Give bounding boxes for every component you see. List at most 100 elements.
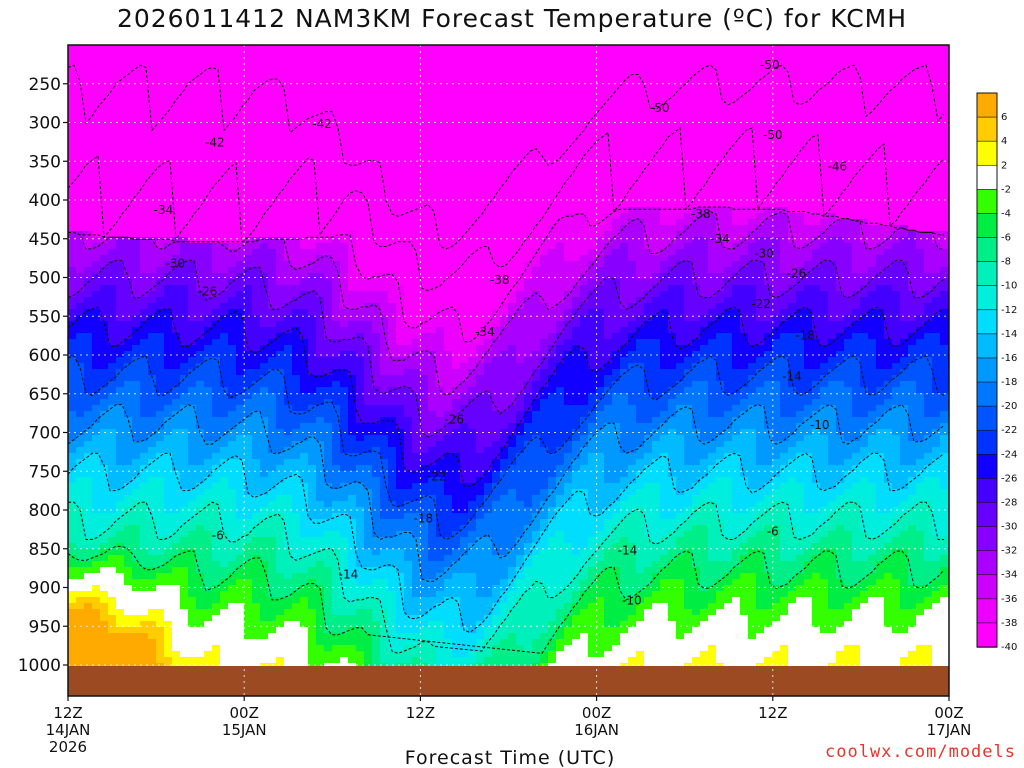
contour-label: -38 — [691, 207, 711, 221]
y-tick-label: 250 — [29, 75, 61, 95]
contour-label: -22 — [751, 297, 771, 311]
colorbar-label: -40 — [1001, 642, 1017, 653]
contour-label: -30 — [165, 257, 185, 271]
chart-title: 2026011412 NAM3KM Forecast Temperature (… — [116, 4, 908, 33]
contour-label: -26 — [786, 267, 806, 281]
x-tick-label: 15JAN — [222, 721, 267, 739]
y-tick-label: 800 — [29, 501, 61, 521]
plot-frame — [67, 44, 950, 697]
contour-label: -42 — [205, 136, 225, 150]
colorbar-swatch — [976, 116, 998, 142]
contour-label: -6 — [212, 529, 224, 543]
y-tick-label: 600 — [29, 346, 61, 366]
contour-label: -26 — [198, 284, 218, 298]
contour-label: -22 — [427, 470, 447, 484]
x-axis-label: Forecast Time (UTC) — [405, 747, 615, 768]
pressure-axis: 250 300 350 400 450 500 550 600 650 700 750 800 850 9… — [18, 75, 68, 676]
y-tick-label: 450 — [29, 230, 61, 250]
colorbar-label: -12 — [1001, 305, 1017, 316]
y-tick-label: 300 — [29, 114, 61, 134]
x-tick-label: 12Z — [758, 704, 787, 722]
colorbar-swatch — [976, 237, 998, 263]
colorbar-label: 6 — [1001, 112, 1007, 123]
colorbar-label: -34 — [1001, 570, 1017, 581]
colorbar-swatch — [976, 261, 998, 287]
y-tick-label: 750 — [29, 462, 61, 482]
contour-label: -10 — [810, 418, 830, 432]
x-tick-label: 2026 — [49, 738, 87, 756]
colorbar-swatch — [976, 381, 998, 407]
colorbar-label: -20 — [1001, 401, 1017, 412]
colorbar-swatch — [976, 164, 998, 191]
colorbar-swatch — [976, 189, 998, 215]
colorbar-label: -36 — [1001, 594, 1017, 605]
colorbar-swatch — [976, 502, 998, 528]
x-tick-label: 00Z — [230, 704, 259, 722]
colorbar-label: -8 — [1001, 257, 1011, 268]
y-tick-label: 850 — [29, 540, 61, 560]
colorbar-label: -22 — [1001, 425, 1017, 436]
colorbar-label: -10 — [1001, 281, 1017, 292]
y-tick-label: 550 — [29, 307, 61, 327]
contour-label: -42 — [312, 117, 332, 131]
contour-label: -34 — [475, 325, 495, 339]
y-tick-label: 700 — [29, 424, 61, 444]
colorbar-swatch — [976, 429, 998, 456]
colorbar-label: -26 — [1001, 473, 1017, 484]
contour-label: -34 — [710, 232, 730, 246]
y-tick-label: 900 — [29, 579, 61, 599]
colorbar-swatch — [976, 357, 998, 383]
contour-label: -14 — [618, 543, 638, 557]
y-tick-label: 950 — [29, 617, 61, 637]
colorbar-label: 2 — [1001, 160, 1007, 171]
colorbar-label: -14 — [1001, 329, 1017, 340]
colorbar-label: -32 — [1001, 546, 1017, 557]
ground-surface — [68, 666, 949, 696]
x-tick-label: 16JAN — [574, 721, 619, 739]
x-tick-label: 00Z — [582, 704, 611, 722]
colorbar-swatch — [976, 333, 998, 359]
colorbar-label: -38 — [1001, 618, 1017, 629]
x-tick-label: 17JAN — [927, 721, 972, 739]
contour-label: -14 — [339, 567, 359, 581]
contour-label: -30 — [754, 246, 774, 260]
colorbar-label: -16 — [1001, 353, 1017, 364]
colorbar-swatch — [976, 285, 998, 311]
x-tick-label: 14JAN — [46, 721, 91, 739]
contour-label: -14 — [782, 370, 802, 384]
colorbar-swatch — [976, 598, 998, 624]
colorbar-swatch — [976, 309, 998, 335]
colorbar-swatch — [976, 550, 998, 576]
colorbar-swatch — [976, 140, 998, 166]
contour-label: -46 — [828, 160, 848, 174]
colorbar-swatch — [976, 622, 998, 648]
temperature-contours — [68, 64, 945, 654]
colorbar-swatch — [976, 526, 998, 552]
contour-label: -50 — [763, 128, 783, 142]
contour-label: -18 — [414, 512, 434, 526]
y-tick-label: 650 — [29, 385, 61, 405]
colorbar-swatch — [976, 213, 998, 239]
contour-label: -38 — [490, 273, 510, 287]
y-tick-label: 350 — [29, 152, 61, 172]
colorbar-label: -2 — [1001, 184, 1011, 195]
colorbar-label: -24 — [1001, 449, 1017, 460]
colorbar-swatch — [976, 574, 998, 600]
contour-label: -50 — [760, 58, 780, 72]
colorbar-swatch — [976, 92, 998, 118]
colorbar-swatch — [976, 478, 998, 504]
y-tick-label: 500 — [29, 269, 61, 289]
colorbar-label: -6 — [1001, 233, 1011, 244]
colorbar-swatch — [976, 405, 998, 431]
contour-label: -34 — [154, 203, 174, 217]
contour-label: -26 — [444, 412, 464, 426]
x-tick-label: 12Z — [53, 704, 82, 722]
colorbar-label: -18 — [1001, 377, 1017, 388]
colorbar-label: 4 — [1001, 136, 1007, 147]
contour-labels: -42 -42 -34 -30 -26 -50 -50 -50 -46 -38 -34 -30 -26 -… — [154, 58, 848, 608]
colorbar-label: -30 — [1001, 522, 1017, 533]
contour-label: -6 — [767, 525, 779, 539]
y-tick-label: 1000 — [18, 656, 61, 676]
